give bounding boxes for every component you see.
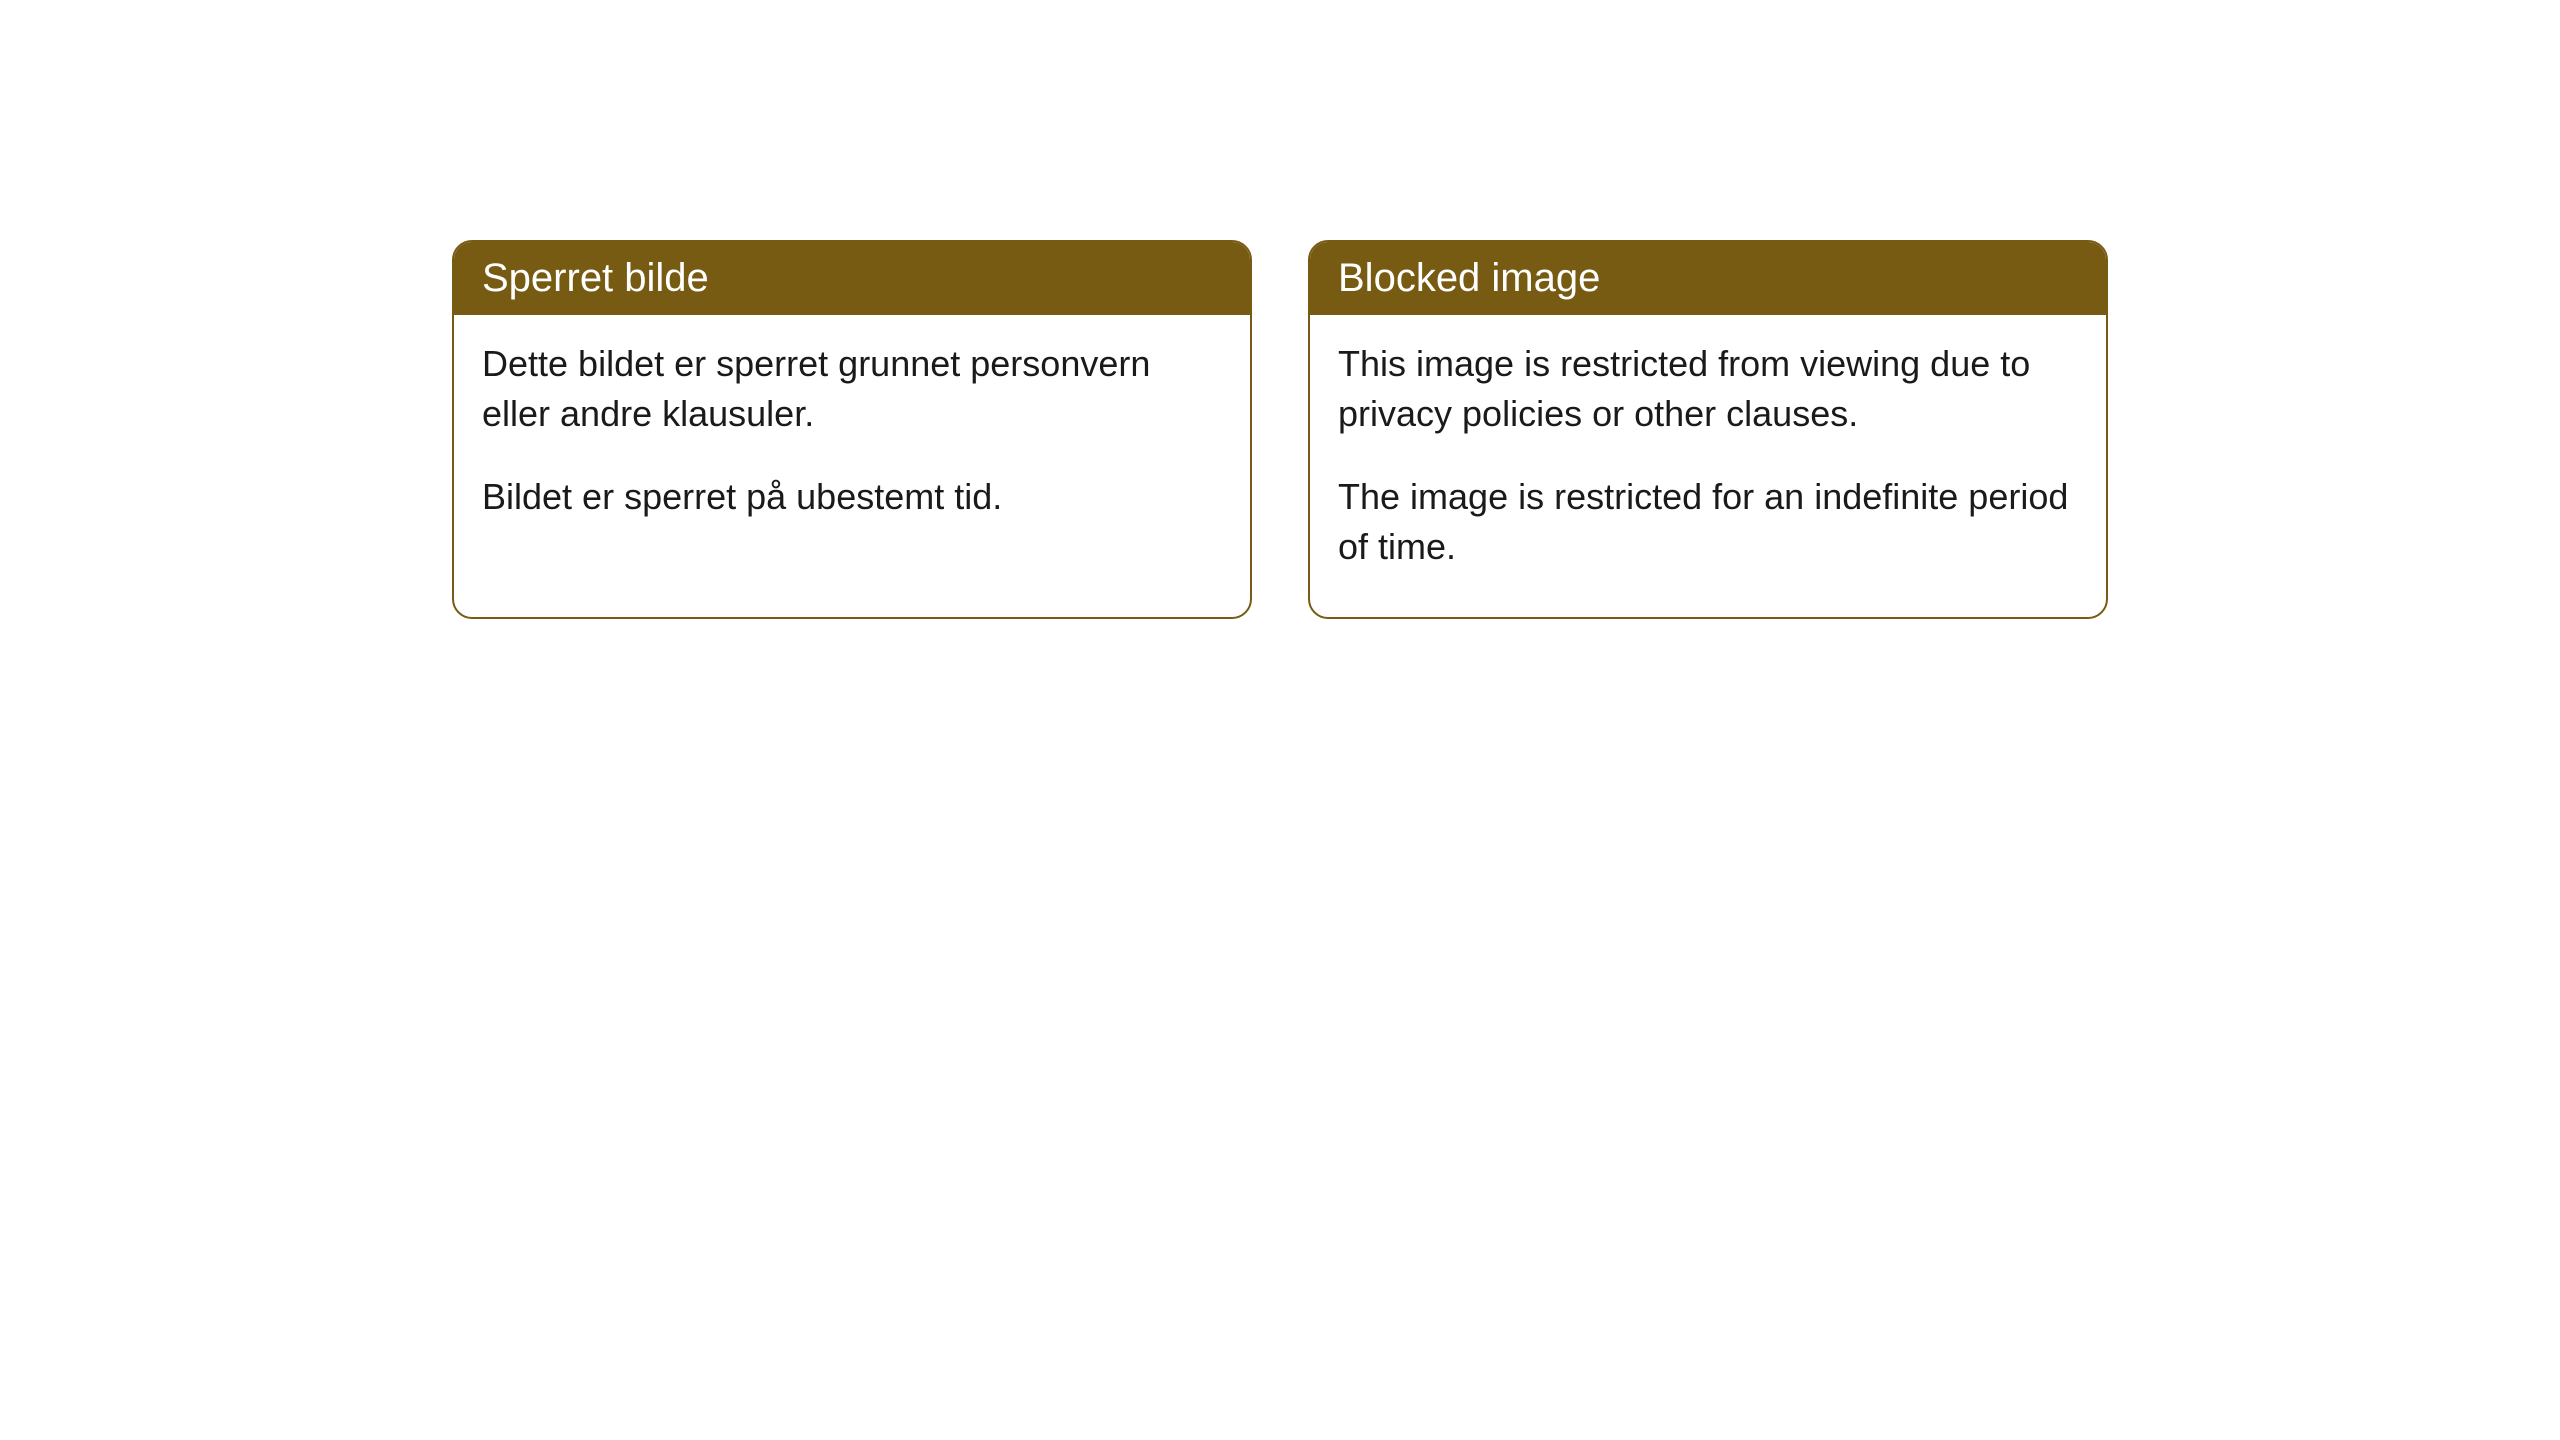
card-paragraph-2: Bildet er sperret på ubestemt tid. bbox=[482, 472, 1222, 522]
card-body: Dette bildet er sperret grunnet personve… bbox=[454, 315, 1250, 566]
card-paragraph-2: The image is restricted for an indefinit… bbox=[1338, 472, 2078, 573]
card-header: Blocked image bbox=[1310, 242, 2106, 315]
card-title: Blocked image bbox=[1338, 256, 1600, 300]
card-body: This image is restricted from viewing du… bbox=[1310, 315, 2106, 617]
card-title: Sperret bilde bbox=[482, 256, 709, 300]
card-paragraph-1: Dette bildet er sperret grunnet personve… bbox=[482, 339, 1222, 440]
card-header: Sperret bilde bbox=[454, 242, 1250, 315]
notice-card-english: Blocked image This image is restricted f… bbox=[1308, 240, 2108, 619]
notice-card-norwegian: Sperret bilde Dette bildet er sperret gr… bbox=[452, 240, 1252, 619]
notice-container: Sperret bilde Dette bildet er sperret gr… bbox=[452, 240, 2560, 619]
card-paragraph-1: This image is restricted from viewing du… bbox=[1338, 339, 2078, 440]
